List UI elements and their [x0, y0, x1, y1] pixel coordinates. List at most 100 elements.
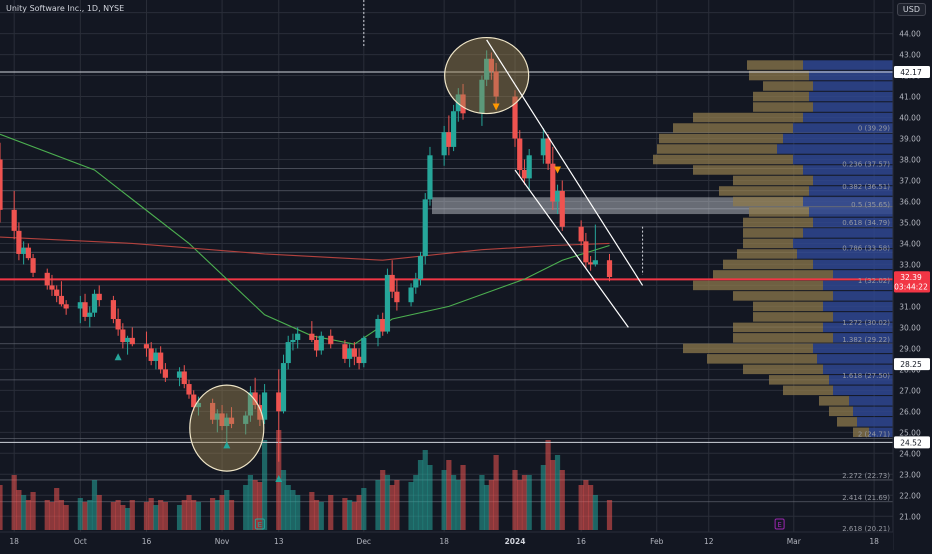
volume-profile-blue-23 [823, 301, 893, 312]
candle-body-39 [257, 405, 263, 420]
volume-bar-22 [148, 498, 154, 530]
symbol-title: Unity Software Inc., 1D, NYSE [6, 4, 125, 13]
fib-label-3: 0.5 (35.65) [851, 201, 890, 209]
candle-body-85 [588, 262, 594, 265]
candle-body-31 [210, 402, 216, 420]
volume-profile-gold-12 [719, 186, 809, 196]
volume-profile-gold-7 [659, 133, 783, 144]
volume-bar-81 [554, 455, 561, 530]
volume-bar-47 [313, 500, 320, 530]
price-tick-label-3: 24.00 [899, 449, 921, 458]
candle-body-40 [261, 392, 268, 420]
candle-body-17 [115, 318, 121, 330]
candle-body-50 [342, 344, 348, 359]
volume-bar-87 [606, 500, 613, 530]
volume-profile-blue-9 [793, 154, 893, 165]
candle-body-46 [309, 333, 315, 340]
volume-profile-blue-27 [813, 343, 893, 354]
volume-bar-83 [578, 485, 584, 530]
volume-bar-58 [389, 485, 395, 530]
volume-profile-blue-7 [783, 133, 893, 144]
candle-body-38 [252, 392, 258, 406]
candle-body-45 [295, 333, 301, 340]
volume-bar-51 [347, 500, 353, 530]
candle-body-74 [512, 96, 518, 139]
price-tick-label-18: 39.00 [899, 135, 921, 144]
volume-profile-gold-28 [707, 354, 817, 364]
volume-bar-5 [30, 492, 36, 530]
candle-body-72 [488, 58, 494, 72]
fib-label-9: 1.618 (27.50) [842, 372, 890, 380]
candle-body-33 [219, 413, 225, 427]
time-tick-label-3: Nov [215, 537, 230, 546]
volume-profile-blue-17 [793, 238, 893, 249]
time-tick-label-5: Dec [357, 537, 372, 546]
candle-body-70 [479, 79, 485, 114]
candle-body-0 [0, 159, 3, 210]
volume-bar-68 [455, 480, 461, 530]
fib-label-6: 1 (32.02) [858, 277, 890, 285]
volume-bar-43 [285, 485, 291, 530]
candle-body-8 [54, 289, 60, 296]
candle-body-12 [82, 302, 88, 317]
volume-bar-28 [186, 495, 192, 530]
volume-bar-49 [328, 495, 334, 530]
price-tick-label-9: 30.00 [899, 323, 921, 332]
candle-body-30 [195, 402, 202, 408]
volume-bar-38 [252, 480, 258, 530]
time-tick-label-11: Mar [787, 537, 802, 546]
price-tick-label-2: 23.00 [899, 470, 921, 479]
signal-marker-2 [114, 353, 122, 361]
volume-profile-gold-29 [743, 364, 823, 375]
volume-bar-24 [158, 500, 164, 530]
volume-profile-blue-3 [809, 91, 893, 102]
volume-bar-33 [219, 495, 225, 530]
volume-profile-blue-15 [813, 217, 893, 228]
volume-bar-12 [82, 502, 88, 530]
candle-body-21 [143, 344, 150, 349]
price-tag-bg-1 [894, 271, 930, 284]
currency-button[interactable]: USD [896, 3, 926, 16]
volume-profile-gold-34 [837, 417, 857, 427]
volume-profile-blue-12 [809, 186, 893, 196]
volume-profile-blue-2 [813, 81, 893, 91]
volume-profile-blue-19 [813, 259, 893, 270]
candle-body-20 [129, 337, 135, 345]
candle-body-84 [583, 241, 589, 263]
fib-label-5: 0.786 (33.58) [842, 244, 890, 252]
volume-bar-71 [484, 485, 490, 530]
volume-bar-50 [342, 498, 348, 530]
volume-profile-gold-13 [733, 196, 803, 207]
volume-bar-45 [295, 495, 301, 530]
volume-profile-gold-2 [763, 81, 813, 91]
candle-body-6 [44, 272, 50, 286]
volume-profile-blue-16 [803, 228, 893, 238]
time-tick-label-0: 18 [9, 537, 19, 546]
candle-body-51 [347, 348, 353, 359]
volume-profile-blue-5 [803, 112, 893, 123]
volume-profile-gold-21 [693, 280, 823, 291]
volume-profile-gold-24 [753, 312, 833, 322]
volume-profile-blue-24 [833, 312, 893, 322]
candle-body-27 [181, 371, 187, 385]
volume-bar-64 [427, 465, 433, 530]
volume-profile-gold-8 [657, 144, 777, 154]
fib-label-4: 0.618 (34.79) [842, 219, 890, 227]
volume-profile-gold-3 [753, 91, 809, 102]
candle-body-47 [313, 339, 320, 351]
price-tick-label-15: 36.00 [899, 197, 921, 206]
volume-profile-gold-9 [653, 154, 793, 165]
signal-marker-1 [554, 166, 562, 174]
volume-bar-63 [422, 450, 428, 530]
volume-profile-gold-10 [693, 165, 803, 175]
volume-profile-blue-6 [793, 123, 893, 133]
price-tick-label-16: 37.00 [899, 176, 921, 185]
volume-bar-70 [479, 475, 485, 530]
price-tag-bg-0 [894, 65, 930, 78]
volume-profile-gold-25 [733, 322, 823, 333]
volume-profile-blue-20 [833, 270, 893, 280]
volume-profile-blue-1 [809, 70, 893, 81]
candle-body-2 [16, 230, 22, 254]
